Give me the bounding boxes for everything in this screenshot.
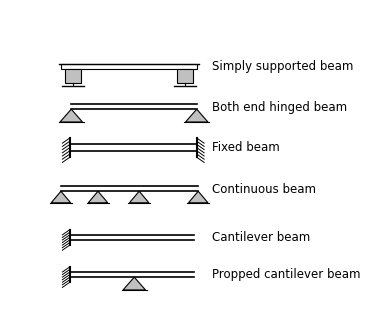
Text: Continuous beam: Continuous beam [211,183,315,196]
Polygon shape [51,191,70,203]
Text: Cantilever beam: Cantilever beam [211,231,310,244]
Polygon shape [130,191,149,203]
Bar [177,69,193,83]
Polygon shape [88,191,108,203]
Text: Fixed beam: Fixed beam [211,141,279,154]
Polygon shape [186,109,208,122]
Polygon shape [60,109,82,122]
Text: Simply supported beam: Simply supported beam [211,60,353,73]
Bar [61,64,197,69]
Text: Propped cantilever beam: Propped cantilever beam [211,268,360,281]
Polygon shape [189,191,208,203]
Text: Both end hinged beam: Both end hinged beam [211,102,347,115]
Bar [65,69,81,83]
Polygon shape [123,277,146,290]
